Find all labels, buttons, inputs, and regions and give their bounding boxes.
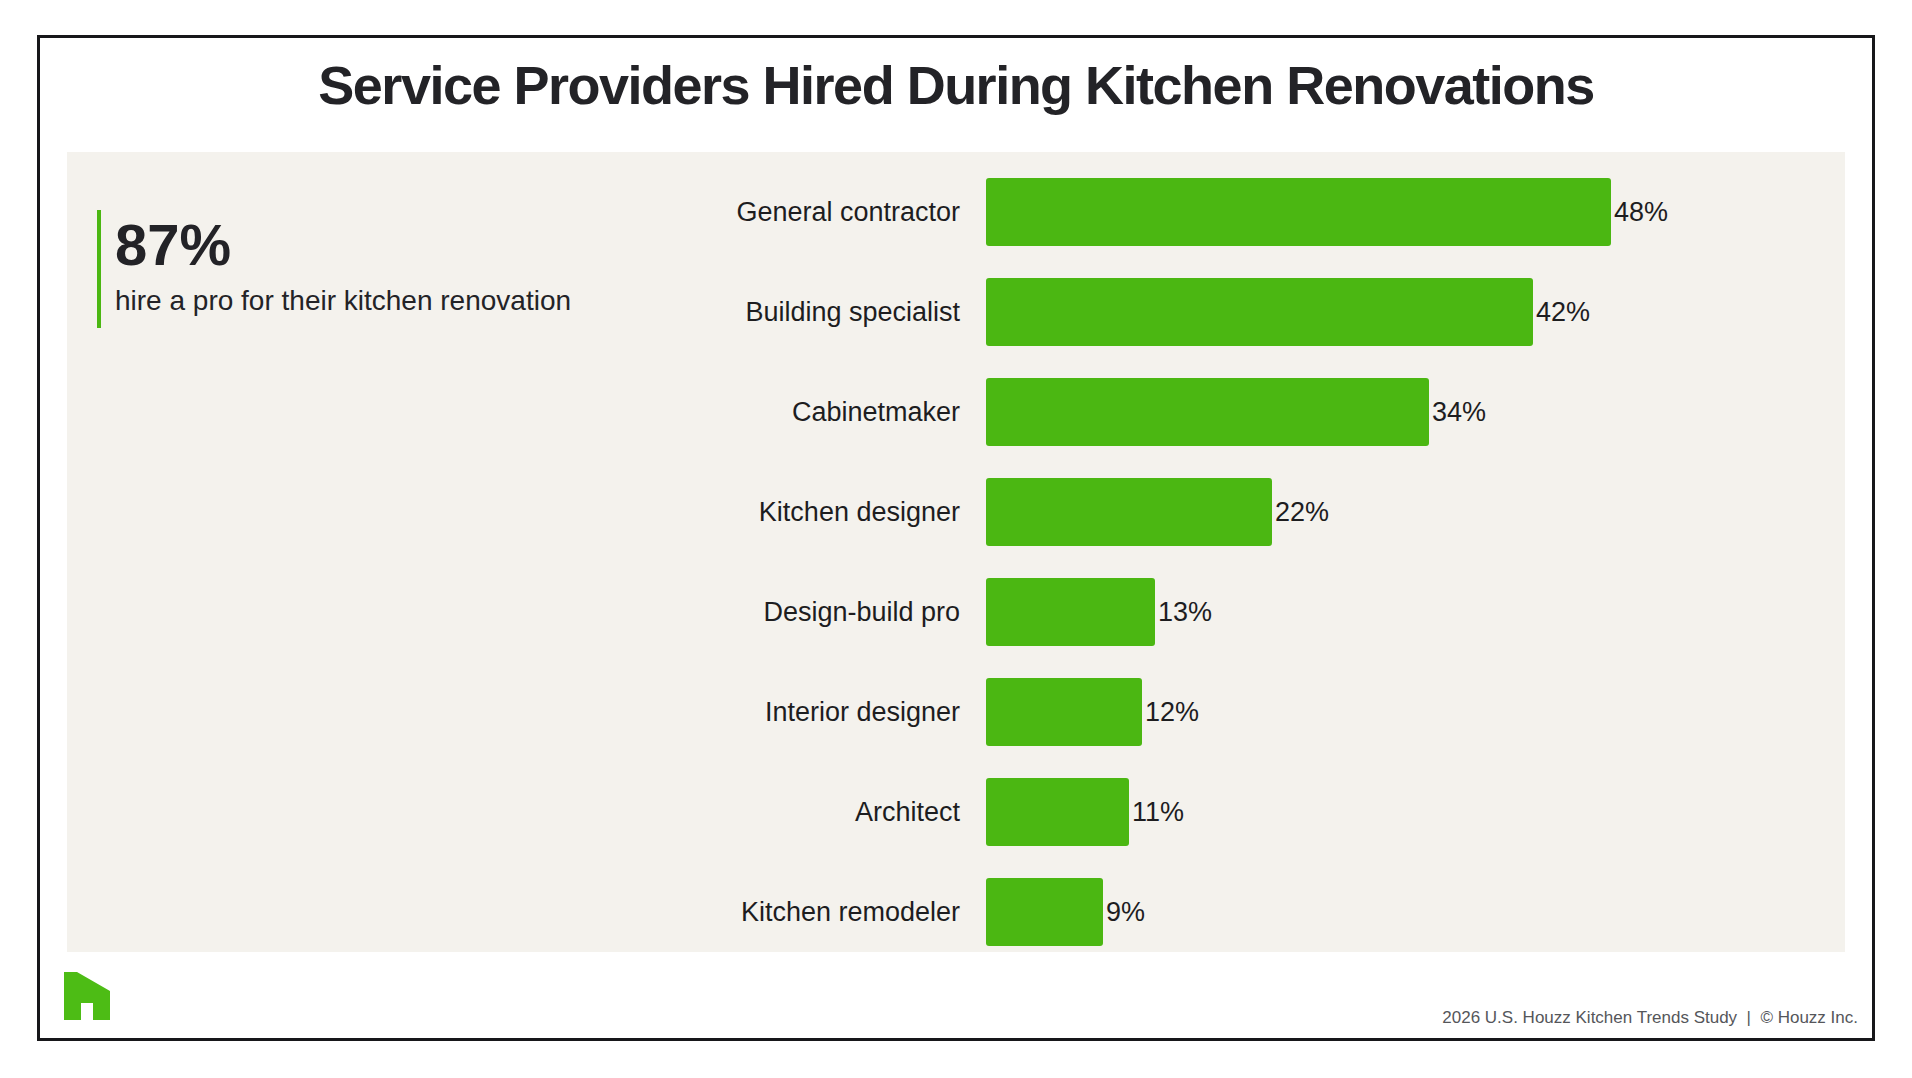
category-label: Interior designer	[67, 697, 986, 728]
houzz-logo-icon	[64, 972, 110, 1020]
category-label: Design-build pro	[67, 597, 986, 628]
category-label: Kitchen remodeler	[67, 897, 986, 928]
category-label: Building specialist	[67, 297, 986, 328]
value-label: 34%	[1432, 397, 1486, 428]
value-label: 22%	[1275, 497, 1329, 528]
houzz-logo-shape	[64, 972, 110, 1020]
value-label: 13%	[1158, 597, 1212, 628]
category-label: Kitchen designer	[67, 497, 986, 528]
footer-source: 2026 U.S. Houzz Kitchen Trends Study | ©…	[1442, 1008, 1858, 1028]
chart-row: Design-build pro 13%	[67, 562, 1845, 662]
bar	[986, 578, 1155, 646]
page-title: Service Providers Hired During Kitchen R…	[40, 54, 1872, 116]
bar	[986, 478, 1272, 546]
value-label: 42%	[1536, 297, 1590, 328]
chart-row: Kitchen designer 22%	[67, 462, 1845, 562]
category-label: Cabinetmaker	[67, 397, 986, 428]
bar	[986, 778, 1129, 846]
value-label: 9%	[1106, 897, 1145, 928]
chart-row: Interior designer 12%	[67, 662, 1845, 762]
bar	[986, 878, 1103, 946]
bar	[986, 278, 1533, 346]
infographic-frame: Service Providers Hired During Kitchen R…	[37, 35, 1875, 1041]
bar	[986, 678, 1142, 746]
bar	[986, 378, 1429, 446]
chart-row: General contractor 48%	[67, 162, 1845, 262]
category-label: Architect	[67, 797, 986, 828]
bar	[986, 178, 1611, 246]
category-label: General contractor	[67, 197, 986, 228]
value-label: 48%	[1614, 197, 1668, 228]
bar-chart: General contractor 48% Building speciali…	[67, 162, 1845, 962]
value-label: 11%	[1132, 797, 1184, 828]
chart-row: Kitchen remodeler 9%	[67, 862, 1845, 962]
chart-row: Architect 11%	[67, 762, 1845, 862]
chart-row: Building specialist 42%	[67, 262, 1845, 362]
chart-row: Cabinetmaker 34%	[67, 362, 1845, 462]
value-label: 12%	[1145, 697, 1199, 728]
chart-panel: 87% hire a pro for their kitchen renovat…	[67, 152, 1845, 952]
